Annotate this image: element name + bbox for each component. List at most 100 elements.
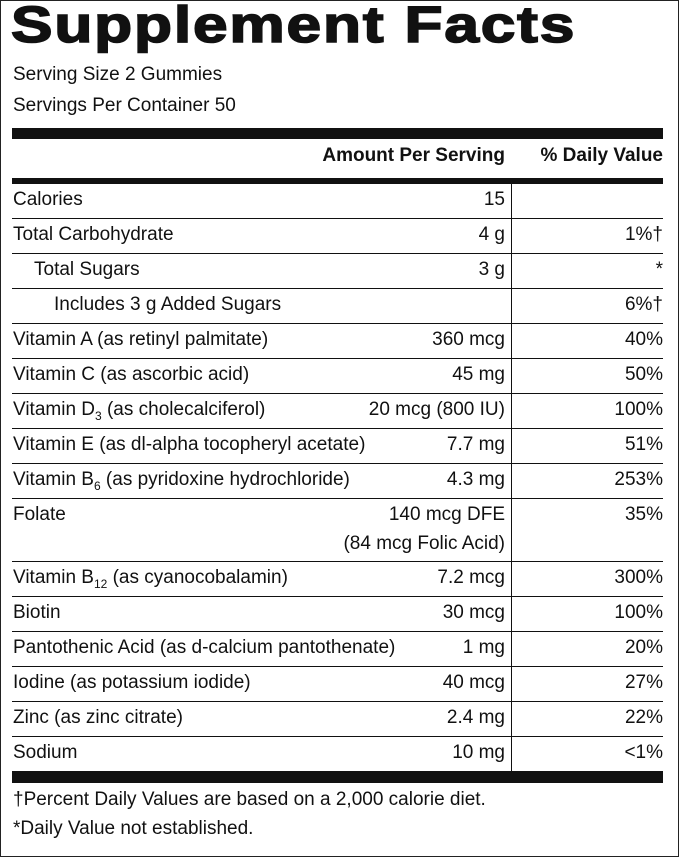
amount: 1 mg	[463, 637, 505, 659]
thick-rule	[12, 128, 663, 139]
table-row: Vitamin D3 (as cholecalciferol) 20 mcg (8…	[12, 394, 663, 429]
nutrient-name-text: Vitamin B	[13, 469, 94, 490]
daily-value: 100%	[614, 602, 663, 623]
divider	[511, 184, 512, 218]
table-row: Folate 140 mcg DFE (84 mcg Folic Acid) 35%	[12, 499, 663, 562]
thick-rule	[12, 771, 663, 783]
amount-text: 20 mcg (800 IU)	[368, 399, 505, 420]
table-row: Vitamin A (as retinyl palmitate) 360 mcg 4…	[12, 324, 663, 359]
nutrient-name-text: (as cyanocobalamin)	[107, 567, 288, 588]
nutrient-subscript: 6	[93, 478, 101, 493]
divider	[511, 359, 512, 393]
nutrient-name-text: Biotin	[13, 602, 61, 623]
amount-text: 30 mcg	[442, 602, 505, 623]
nutrient-name: Total Carbohydrate	[13, 224, 174, 246]
daily-value: 40%	[624, 329, 663, 350]
daily-value: <1%	[624, 742, 663, 763]
nutrient-name-text: (as cholecalciferol)	[101, 399, 266, 420]
amount-text: 15	[483, 189, 505, 210]
amount-text: 360 mcg	[432, 329, 505, 350]
amount-text: 10 mg	[452, 742, 505, 763]
nutrient-name-text: (as pyridoxine hydrochloride)	[100, 469, 350, 490]
nutrient-name-text: Vitamin C (as ascorbic acid)	[13, 364, 250, 385]
divider	[511, 394, 512, 428]
nutrient-name: Pantothenic Acid (as d-calcium pantothen…	[13, 637, 395, 659]
medium-rule	[12, 178, 663, 184]
column-header: % Daily Value	[540, 145, 663, 166]
amount-text: 40 mcg	[442, 672, 505, 693]
table-row: Pantothenic Acid (as d-calcium pantothen…	[12, 632, 663, 667]
amount-text: 3 g	[478, 259, 505, 280]
nutrient-name-text: Vitamin D	[13, 399, 96, 420]
nutrient-name: Vitamin B6 (as pyridoxine hydrochloride)	[13, 469, 350, 493]
table-row: Total Sugars 3 g *	[12, 254, 663, 289]
nutrient-name-text: Vitamin B	[13, 567, 94, 588]
table-row: Iodine (as potassium iodide) 40 mcg 27%	[12, 667, 663, 702]
facts-table: Calories 15 Total Carbohydrate 4 g 1%† Total …	[12, 184, 663, 772]
amount: 360 mcg	[432, 329, 505, 351]
daily-value: 51%	[624, 434, 663, 455]
amount: 4 g	[479, 224, 505, 246]
amount-text: 45 mg	[452, 364, 505, 385]
amount: 20 mcg (800 IU)	[369, 399, 505, 421]
table-row: Includes 3 g Added Sugars 6%†	[12, 289, 663, 324]
table-row: Zinc (as zinc citrate) 2.4 mg 22%	[12, 702, 663, 737]
nutrient-name: Zinc (as zinc citrate)	[13, 707, 183, 729]
daily-value: 300%	[614, 567, 663, 588]
amount-text: 140 mcg DFE	[388, 504, 505, 525]
nutrient-name-text: Folate	[13, 504, 66, 525]
nutrient-name-text: Zinc (as zinc citrate)	[13, 707, 183, 728]
amount: 7.7 mg	[447, 434, 505, 456]
nutrient-name: Sodium	[13, 742, 77, 764]
column-header: Amount Per Serving	[322, 145, 505, 166]
divider	[511, 562, 512, 596]
daily-value: *	[655, 259, 663, 280]
amount: 7.2 mcg	[437, 567, 505, 589]
amount-text: 7.7 mg	[446, 434, 505, 455]
footnote: *Daily Value not established.	[13, 818, 254, 839]
table-row: Vitamin B12 (as cyanocobalamin) 7.2 mcg 30…	[12, 562, 663, 597]
amount-text: 7.2 mcg	[437, 567, 505, 588]
daily-value: 20%	[624, 637, 663, 658]
table-row: Vitamin C (as ascorbic acid) 45 mg 50%	[12, 359, 663, 394]
nutrient-name: Vitamin D3 (as cholecalciferol)	[13, 399, 265, 423]
amount: 40 mcg	[443, 672, 505, 694]
divider	[511, 632, 512, 666]
divider	[511, 429, 512, 463]
table-row: Total Carbohydrate 4 g 1%†	[12, 219, 663, 254]
amount: 4.3 mg	[447, 469, 505, 491]
amount: 3 g	[479, 259, 505, 281]
amount: 45 mg	[452, 364, 505, 386]
divider	[511, 702, 512, 736]
nutrient-name-text: Vitamin E (as dl-alpha tocopheryl acetat…	[13, 434, 366, 455]
divider	[511, 737, 512, 772]
nutrient-name: Iodine (as potassium iodide)	[13, 672, 251, 694]
nutrient-subscript: 3	[95, 408, 102, 423]
daily-value: 27%	[624, 672, 663, 693]
nutrient-name-text: Vitamin A (as retinyl palmitate)	[13, 329, 269, 350]
nutrient-name: Includes 3 g Added Sugars	[54, 294, 281, 316]
nutrient-name: Folate	[13, 504, 66, 526]
table-row: Biotin 30 mcg 100%	[12, 597, 663, 632]
nutrient-name: Vitamin C (as ascorbic acid)	[13, 364, 249, 386]
amount-note: (84 mcg Folic Acid)	[343, 533, 505, 554]
servings-per-container: Servings Per Container 50	[13, 95, 236, 116]
divider	[511, 597, 512, 631]
amount-text: 1 mg	[462, 637, 505, 658]
amount-text: 2.4 mg	[446, 707, 505, 728]
nutrient-name: Vitamin A (as retinyl palmitate)	[13, 329, 268, 351]
nutrient-name-text: Calories	[13, 189, 83, 210]
nutrient-name: Vitamin B12 (as cyanocobalamin)	[13, 567, 288, 591]
daily-value: 100%	[614, 399, 663, 420]
footnote: †Percent Daily Values are based on a 2,0…	[13, 789, 486, 810]
divider	[511, 219, 512, 253]
nutrient-name-text: Includes 3 g Added Sugars	[54, 294, 282, 315]
amount: 140 mcg DFE (84 mcg Folic Acid)	[343, 504, 505, 555]
nutrient-name: Biotin	[13, 602, 61, 624]
amount: 10 mg	[452, 742, 505, 764]
amount: 30 mcg	[443, 602, 505, 624]
table-row: Vitamin B6 (as pyridoxine hydrochloride)…	[12, 464, 663, 499]
nutrient-subscript: 12	[93, 576, 108, 591]
nutrient-name-text: Iodine (as potassium iodide)	[13, 672, 251, 693]
